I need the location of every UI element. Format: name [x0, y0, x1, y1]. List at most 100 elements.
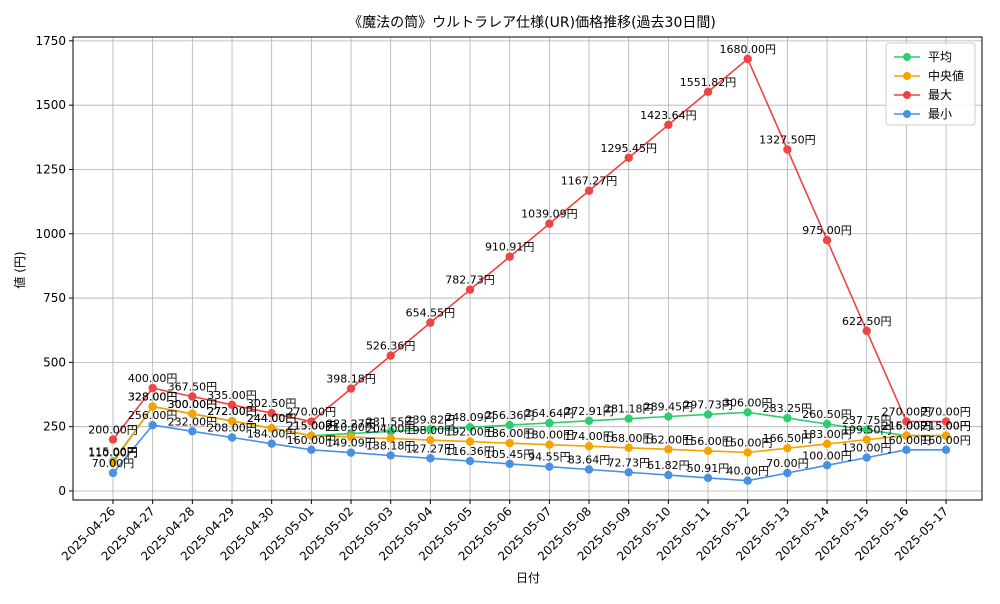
data-label: 223.27円 — [326, 418, 376, 431]
data-point — [624, 468, 633, 477]
data-label: 200.00円 — [88, 424, 138, 437]
data-point — [545, 418, 554, 428]
data-point — [584, 442, 594, 451]
data-point — [902, 417, 911, 426]
series-line — [112, 424, 947, 482]
data-point — [902, 431, 911, 440]
data-label: 782.73円 — [445, 274, 495, 287]
data-point — [465, 285, 475, 294]
data-point — [426, 454, 435, 463]
data-label: 70.00円 — [92, 457, 135, 470]
data-point — [545, 219, 554, 228]
data-point — [743, 448, 752, 457]
data-label: 208.00円 — [207, 421, 257, 434]
data-point — [584, 186, 594, 195]
data-label: 166.50円 — [763, 432, 813, 445]
data-label: 335.00円 — [207, 389, 257, 402]
data-label: 130.00円 — [842, 442, 892, 455]
data-point — [108, 435, 118, 444]
data-label: 127.27円 — [406, 442, 456, 455]
data-point — [822, 419, 832, 429]
series-layer — [108, 54, 951, 485]
data-label: 83.64円 — [568, 453, 611, 466]
legend-marker — [903, 53, 911, 61]
data-label: 183.00円 — [802, 428, 852, 441]
data-point — [664, 120, 673, 130]
data-point — [307, 445, 316, 455]
data-label: 50.91円 — [687, 462, 730, 475]
data-label: 210.00円 — [326, 421, 376, 434]
data-point — [584, 416, 594, 425]
data-point — [545, 440, 554, 449]
data-point — [267, 424, 276, 433]
data-point — [664, 445, 673, 454]
data-label: 160.00円 — [921, 434, 971, 447]
data-point — [386, 351, 395, 360]
data-label: 110.00円 — [88, 447, 138, 460]
y-tick-label: 0 — [58, 484, 66, 498]
chart-title: 《魔法の筒》ウルトラレア仕様(UR)価格推移(過去30日間) — [348, 14, 716, 31]
data-label: 1680.00円 — [719, 43, 776, 56]
data-point — [822, 236, 832, 245]
data-point — [465, 437, 475, 446]
data-point — [664, 470, 673, 480]
data-label: 289.45円 — [644, 401, 694, 414]
data-point — [703, 446, 713, 456]
data-point — [148, 383, 157, 393]
y-tick-label: 250 — [43, 420, 66, 434]
y-tick-label: 750 — [43, 291, 66, 305]
y-tick-label: 1750 — [35, 34, 66, 48]
data-label: 300.00円 — [168, 398, 218, 411]
data-label: 149.09円 — [326, 437, 376, 450]
data-label: 244.00円 — [247, 412, 297, 425]
data-label: 1167.27円 — [561, 175, 618, 188]
data-label: 526.36円 — [366, 340, 416, 353]
data-label: 1295.45円 — [600, 142, 657, 155]
data-label: 272.91円 — [564, 405, 614, 418]
data-label: 270.00円 — [921, 406, 971, 419]
data-label: 72.73円 — [607, 456, 650, 469]
series-line — [112, 57, 947, 441]
data-label: 300.00円 — [168, 398, 218, 411]
data-label: 160.00円 — [287, 434, 337, 447]
y-tick-label: 1250 — [35, 162, 66, 176]
data-label: 116.36円 — [445, 445, 495, 458]
data-label: 61.82円 — [647, 459, 690, 472]
data-label: 70.00円 — [766, 457, 809, 470]
data-label: 272.00円 — [207, 405, 257, 418]
data-label: 160.00円 — [882, 434, 932, 447]
data-label: 367.50円 — [168, 380, 218, 393]
data-label: 1551.82円 — [680, 76, 737, 89]
data-point — [148, 402, 157, 411]
data-label: 40.00円 — [726, 465, 769, 478]
data-point — [743, 408, 752, 417]
data-point — [624, 414, 633, 423]
data-label: 264.64円 — [525, 407, 575, 420]
data-point — [465, 422, 475, 432]
data-point — [862, 425, 871, 435]
data-label: 156.00円 — [683, 435, 733, 448]
data-point — [267, 439, 276, 448]
y-tick-label: 1500 — [35, 98, 66, 112]
data-point — [862, 326, 871, 336]
legend-label: 中央値 — [928, 68, 964, 83]
data-point — [148, 420, 157, 430]
data-point — [188, 409, 197, 419]
data-label: 215.00円 — [287, 420, 337, 433]
legend-label: 最大 — [928, 88, 952, 102]
data-label: 180.00円 — [525, 429, 575, 442]
data-label: 1423.64円 — [640, 109, 697, 122]
data-point — [505, 459, 514, 469]
data-label: 199.50円 — [842, 424, 892, 437]
data-point — [822, 461, 832, 470]
data-point — [783, 443, 792, 453]
data-label: 975.00円 — [802, 224, 852, 237]
data-label: 215.00円 — [287, 420, 337, 433]
data-point — [346, 384, 356, 393]
legend-marker — [903, 110, 911, 118]
data-point — [703, 473, 713, 483]
data-label: 215.00円 — [882, 420, 932, 433]
legend-marker — [903, 91, 911, 99]
data-point — [307, 417, 316, 426]
data-label: 232.00円 — [168, 415, 218, 428]
